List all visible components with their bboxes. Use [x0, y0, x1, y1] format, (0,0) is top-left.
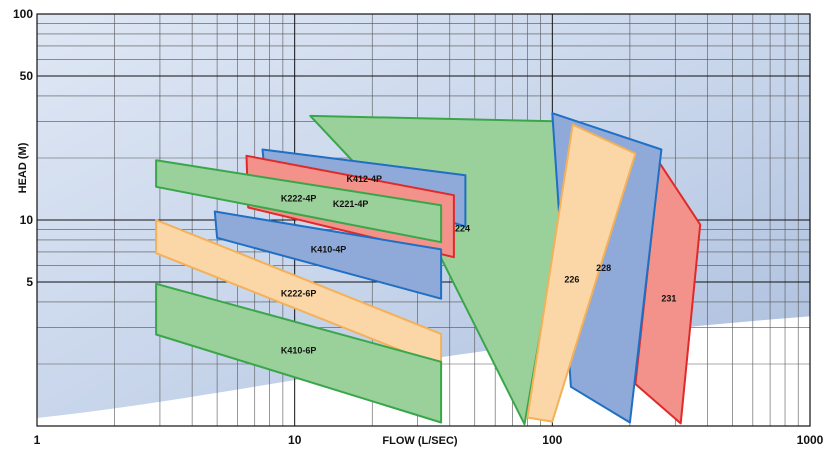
tick-labels: 1 10 100 1000 5 10 50 100: [13, 7, 824, 447]
performance-zones: 224 231 228 226 K412-4P K221-4P K222-4P K410-4P…: [155, 112, 702, 426]
x-tick-label: 1000: [797, 433, 824, 447]
zone-k410-6p: [155, 282, 443, 424]
zone-label: K410-6P: [281, 346, 317, 356]
zone-226: [526, 123, 637, 423]
zone-k222-4p: [155, 159, 443, 244]
zone-label: K222-4P: [281, 194, 317, 204]
zone-label: K410-4P: [311, 244, 347, 254]
y-tick-label: 10: [20, 213, 34, 227]
zone-label: 226: [564, 274, 579, 284]
y-tick-label: 100: [13, 7, 33, 21]
x-tick-label: 100: [542, 433, 562, 447]
zone-label: 224: [455, 223, 470, 233]
y-tick-label: 5: [26, 275, 33, 289]
zone-label: K412-4P: [347, 174, 383, 184]
zone-label: 231: [661, 294, 676, 304]
plot-frame: [36, 13, 811, 427]
x-tick-label: 1: [34, 433, 41, 447]
zone-label: K222-6P: [281, 288, 317, 298]
y-tick-label: 50: [20, 69, 34, 83]
zone-k410-4p: [213, 210, 443, 300]
zone-label: 228: [596, 263, 611, 273]
x-axis-title: FLOW (L/SEC): [382, 435, 457, 447]
y-axis-title: HEAD (M): [17, 142, 29, 193]
x-tick-label: 10: [288, 433, 302, 447]
zone-label: K221-4P: [333, 199, 369, 209]
